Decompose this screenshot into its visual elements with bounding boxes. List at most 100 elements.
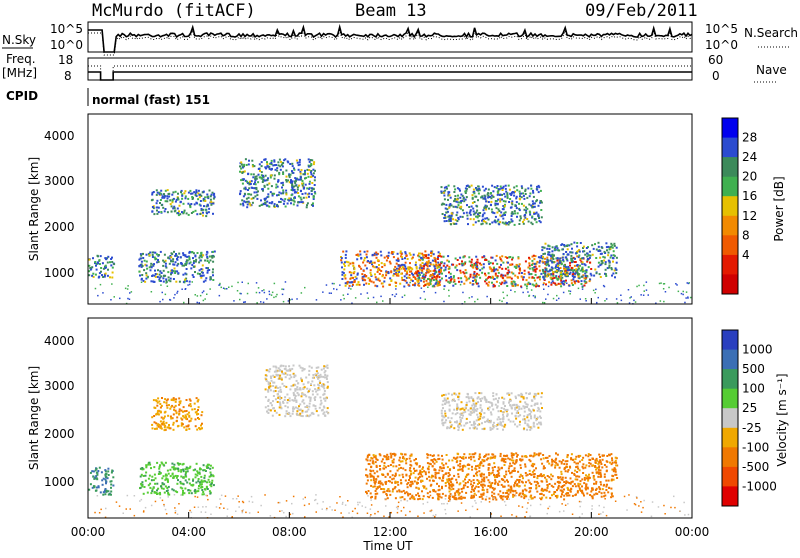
power-scatter-cell bbox=[285, 206, 287, 208]
power-scatter-cell bbox=[434, 269, 436, 271]
power-scatter-cell bbox=[311, 182, 313, 184]
vel-scatter-cell bbox=[551, 463, 553, 465]
power-scatter-cell bbox=[539, 278, 541, 280]
power-scatter-cell bbox=[176, 258, 178, 260]
power-scatter-cell bbox=[173, 251, 175, 253]
vel-scatter-cell bbox=[180, 476, 182, 478]
power-scatter-cell bbox=[577, 274, 579, 276]
vel-scatter-cell bbox=[320, 400, 322, 402]
power-colorbar-swatch bbox=[722, 118, 738, 138]
power-scatter-cell bbox=[514, 224, 516, 226]
power-scatter-cell bbox=[538, 217, 540, 219]
vel-scatter-cell bbox=[509, 463, 511, 465]
power-scatter-cell bbox=[511, 281, 513, 283]
power-scatter-cell bbox=[281, 288, 283, 290]
power-scatter-cell bbox=[357, 254, 359, 256]
power-scatter-cell bbox=[488, 219, 490, 221]
power-scatter-cell bbox=[206, 194, 208, 196]
vel-scatter-cell bbox=[421, 480, 423, 482]
vel-scatter-cell bbox=[579, 487, 581, 489]
power-scatter-cell bbox=[492, 212, 494, 214]
vel-scatter-cell bbox=[577, 485, 579, 487]
power-scatter-cell bbox=[471, 206, 473, 208]
vel-scatter-cell bbox=[96, 477, 98, 479]
power-scatter-cell bbox=[428, 254, 430, 256]
power-scatter-cell bbox=[293, 203, 295, 205]
power-scatter-cell bbox=[412, 280, 414, 282]
power-scatter-cell bbox=[172, 191, 174, 193]
power-scatter-cell bbox=[291, 170, 293, 172]
vel-scatter-cell bbox=[198, 488, 200, 490]
vel-scatter-cell bbox=[153, 466, 155, 468]
power-scatter-cell bbox=[643, 295, 645, 297]
power-scatter-cell bbox=[448, 290, 450, 292]
power-scatter-cell bbox=[564, 282, 566, 284]
vel-scatter-cell bbox=[206, 481, 208, 483]
power-scatter-cell bbox=[569, 265, 571, 267]
power-scatter-cell bbox=[313, 172, 315, 174]
power-scatter-cell bbox=[542, 261, 544, 263]
power-scatter-cell bbox=[186, 256, 188, 258]
power-scatter-cell bbox=[167, 189, 169, 191]
vel-scatter-cell bbox=[275, 390, 277, 392]
vel-scatter-cell bbox=[308, 381, 310, 383]
vel-scatter-cell bbox=[483, 492, 485, 494]
vel-scatter-cell bbox=[198, 478, 200, 480]
vel-scatter-cell bbox=[156, 489, 158, 491]
vel-scatter-cell bbox=[97, 470, 99, 472]
vel-scatter-cell bbox=[316, 410, 318, 412]
vel-scatter-cell bbox=[553, 491, 555, 493]
power-scatter-cell bbox=[92, 257, 94, 259]
power-scatter-cell bbox=[113, 263, 115, 265]
power-scatter-cell bbox=[187, 203, 189, 205]
power-scatter-cell bbox=[165, 265, 167, 267]
power-scatter-cell bbox=[266, 196, 268, 198]
vel-scatter-cell bbox=[102, 494, 104, 496]
vel-scatter-cell bbox=[551, 485, 553, 487]
power-scatter-cell bbox=[547, 259, 549, 261]
vel-scatter-cell bbox=[493, 493, 495, 495]
power-scatter-cell bbox=[628, 289, 630, 291]
vel-scatter-cell bbox=[560, 496, 562, 498]
power-scatter-cell bbox=[343, 298, 345, 300]
power-scatter-cell bbox=[274, 283, 276, 285]
power-scatter-cell bbox=[475, 264, 477, 266]
power-scatter-cell bbox=[183, 192, 185, 194]
power-scatter-cell bbox=[285, 193, 287, 195]
power-scatter-cell bbox=[506, 285, 508, 287]
power-scatter-cell bbox=[678, 291, 680, 293]
power-scatter-cell bbox=[418, 285, 420, 287]
vel-scatter-cell bbox=[433, 458, 435, 460]
power-scatter-cell bbox=[152, 252, 154, 254]
power-scatter-cell bbox=[347, 281, 349, 283]
vel-scatter-cell bbox=[154, 407, 156, 409]
power-scatter-cell bbox=[450, 218, 452, 220]
vel-scatter-cell bbox=[182, 494, 184, 496]
vel-scatter-cell bbox=[168, 404, 170, 406]
power-scatter-cell bbox=[566, 245, 568, 247]
vel-scatter-cell bbox=[391, 478, 393, 480]
vel-scatter-cell bbox=[314, 388, 316, 390]
power-scatter-cell bbox=[444, 214, 446, 216]
power-scatter-cell bbox=[155, 276, 157, 278]
power-scatter-cell bbox=[183, 211, 185, 213]
power-scatter-cell bbox=[450, 220, 452, 222]
power-scatter-cell bbox=[261, 171, 263, 173]
vel-scatter-cell bbox=[587, 455, 589, 457]
vel-scatter-cell bbox=[537, 475, 539, 477]
power-scatter-cell bbox=[174, 272, 176, 274]
power-scatter-cell bbox=[260, 199, 262, 201]
power-scatter-cell bbox=[259, 170, 261, 172]
vel-scatter-cell bbox=[432, 475, 434, 477]
vel-scatter-cell bbox=[300, 377, 302, 379]
power-scatter-cell bbox=[574, 273, 576, 275]
vel-scatter-cell bbox=[599, 456, 601, 458]
power-scatter-cell bbox=[302, 173, 304, 175]
vel-scatter-cell bbox=[312, 394, 314, 396]
power-scatter-cell bbox=[341, 266, 343, 268]
vel-scatter-cell bbox=[583, 495, 585, 497]
vel-scatter-cell bbox=[506, 490, 508, 492]
power-scatter-cell bbox=[497, 185, 499, 187]
vel-scatter-cell bbox=[575, 466, 577, 468]
power-scatter-cell bbox=[188, 252, 190, 254]
